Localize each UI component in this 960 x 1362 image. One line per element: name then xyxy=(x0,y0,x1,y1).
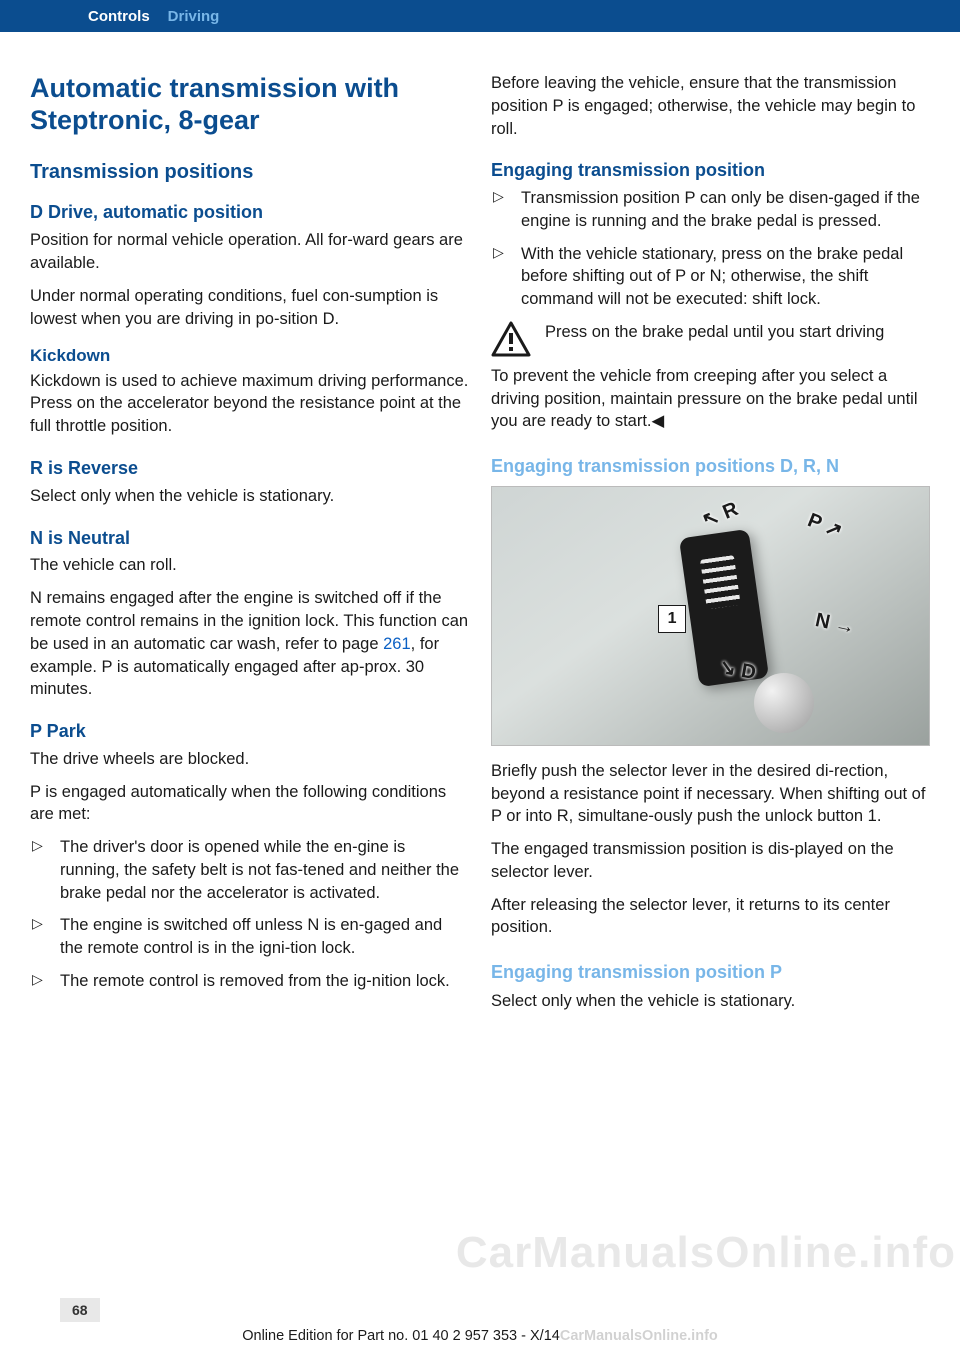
n-neutral-p1: The vehicle can roll. xyxy=(30,554,469,577)
heading-p-park: P Park xyxy=(30,719,469,744)
p-park-li1: The driver's door is opened while the en… xyxy=(30,836,469,904)
footer-watermark-inline: CarManualsOnline.info xyxy=(560,1328,718,1344)
engaging-position-list: Transmission position P can only be dise… xyxy=(491,187,930,311)
eng-p-p1: Select only when the vehicle is stationa… xyxy=(491,990,930,1013)
title-line2: Steptronic, 8-gear xyxy=(30,105,260,135)
warning-text: Press on the brake pedal until you start… xyxy=(545,321,930,344)
watermark-large: CarManualsOnline.info xyxy=(456,1228,956,1278)
d-drive-p1: Position for normal vehicle operation. A… xyxy=(30,229,469,275)
r-reverse-p1: Select only when the vehicle is stationa… xyxy=(30,485,469,508)
title-line1: Automatic transmission with xyxy=(30,73,399,103)
arrow-p: P ↗ xyxy=(803,507,846,546)
page-number: 68 xyxy=(60,1298,100,1322)
footer-line: Online Edition for Part no. 01 40 2 957 … xyxy=(0,1328,960,1344)
heading-kickdown: Kickdown xyxy=(30,344,469,367)
page-link-261[interactable]: 261 xyxy=(383,635,411,653)
kickdown-p1: Kickdown is used to achieve maximum driv… xyxy=(30,370,469,438)
n-neutral-p2: N remains engaged after the engine is sw… xyxy=(30,587,469,701)
eng-pos-li2: With the vehicle stationary, press on th… xyxy=(491,243,930,311)
heading-r-reverse: R is Reverse xyxy=(30,456,469,481)
eng-drn-p2: The engaged transmission position is dis… xyxy=(491,838,930,884)
p-park-li2: The engine is switched off unless N is e… xyxy=(30,914,469,960)
left-column: Automatic transmission with Steptronic, … xyxy=(30,72,469,1012)
breadcrumb-driving: Driving xyxy=(168,8,220,25)
heading-engaging-position: Engaging transmission position xyxy=(491,158,930,183)
heading-n-neutral: N is Neutral xyxy=(30,526,469,551)
callout-1: 1 xyxy=(658,605,686,633)
eng-drn-p3: After releasing the selector lever, it r… xyxy=(491,894,930,940)
page-content: Automatic transmission with Steptronic, … xyxy=(0,32,960,1012)
p-park-li3: The remote control is removed from the i… xyxy=(30,970,469,993)
p-park-p2: P is engaged automatically when the foll… xyxy=(30,781,469,827)
warning-icon xyxy=(491,321,531,357)
breadcrumb-bar: Controls Driving xyxy=(0,0,960,32)
p-park-p1: The drive wheels are blocked. xyxy=(30,748,469,771)
arrow-n: N → xyxy=(813,607,858,642)
eng-drn-p1: Briefly push the selector lever in the d… xyxy=(491,760,930,828)
heading-engaging-drn: Engaging transmission positions D, R, N xyxy=(491,455,930,478)
heading-transmission-positions: Transmission positions xyxy=(30,159,469,187)
heading-d-drive: D Drive, automatic position xyxy=(30,200,469,225)
right-column: Before leaving the vehicle, ensure that … xyxy=(491,72,930,1012)
d-drive-p2: Under normal operating conditions, fuel … xyxy=(30,285,469,331)
eng-pos-li1: Transmission position P can only be dise… xyxy=(491,187,930,233)
footer-text: Online Edition for Part no. 01 40 2 957 … xyxy=(242,1328,560,1344)
heading-engaging-p: Engaging transmission position P xyxy=(491,961,930,984)
right-intro: Before leaving the vehicle, ensure that … xyxy=(491,72,930,140)
page-title: Automatic transmission with Steptronic, … xyxy=(30,72,469,137)
breadcrumb-controls: Controls xyxy=(88,8,150,25)
warning-followup: To prevent the vehicle from creeping aft… xyxy=(491,365,930,433)
p-park-list: The driver's door is opened while the en… xyxy=(30,836,469,993)
idrive-knob-graphic xyxy=(754,673,814,733)
warning-block: Press on the brake pedal until you start… xyxy=(491,321,930,357)
selector-lever-image: ↖ R P ↗ N → ↘ D 1 xyxy=(491,486,930,746)
